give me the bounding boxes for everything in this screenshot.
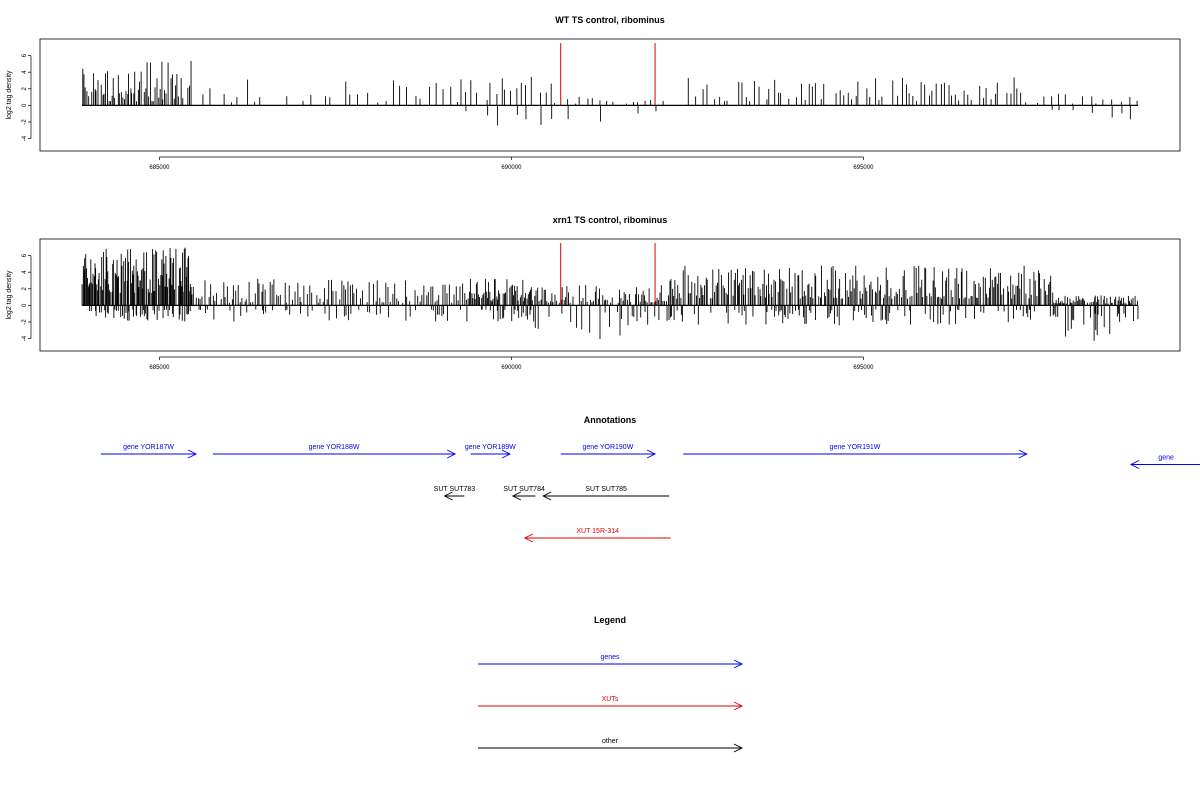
annotation-gene-label: gene YOR188W bbox=[309, 444, 360, 451]
annotation-xut: XUT 15R-314 bbox=[523, 528, 671, 543]
annotation-gene-arrowhead bbox=[1129, 460, 1140, 469]
annotation-gene-arrowhead bbox=[646, 449, 657, 459]
wt-x-tick-label: 685000 bbox=[149, 165, 170, 171]
wt-y-tick-label: -2 bbox=[22, 119, 28, 125]
annotation-gene-arrowhead bbox=[1018, 449, 1028, 459]
xrn1-boundary-markers bbox=[560, 243, 656, 306]
wt-track-title: WT TS control, ribominus bbox=[555, 15, 665, 25]
annotation-gene: gene YOR190W bbox=[560, 444, 657, 459]
xrn1-y-tick-label: 2 bbox=[22, 286, 28, 290]
wt-y-tick-label: 0 bbox=[22, 103, 28, 107]
annotation-gene: gene YOR191W bbox=[683, 444, 1028, 459]
wt-plot-frame bbox=[39, 38, 1181, 152]
annotation-gene-label: gene YOR190W bbox=[582, 444, 633, 451]
xrn1-density-bars bbox=[81, 247, 1139, 341]
annotation-items: gene YOR187W gene YOR188W gene YOR189W gene… bbox=[101, 444, 1200, 543]
annotation-other-label: SUT SUT785 bbox=[585, 486, 627, 493]
annotation-gene-label: gene YOR187W bbox=[123, 444, 174, 451]
xrn1-y-tick-label: 6 bbox=[22, 253, 28, 257]
wt-x-axis: 685000 690000 695000 bbox=[149, 156, 874, 171]
legend-item-other-label: other bbox=[602, 738, 619, 745]
xrn1-y-axis-label: log2 tag density bbox=[6, 270, 13, 320]
annotation-gene-label: gene YOR191W bbox=[830, 444, 881, 451]
legend-panel: Legend genes XUTs other bbox=[478, 615, 744, 753]
xrn1-x-tick-label: 695000 bbox=[853, 365, 874, 371]
xrn1-x-axis: 685000 690000 695000 bbox=[149, 356, 874, 371]
wt-y-tick-label: 2 bbox=[22, 86, 28, 90]
wt-x-tick-label: 690000 bbox=[501, 165, 522, 171]
wt-boundary-markers bbox=[560, 43, 656, 106]
wt-y-tick-label: 4 bbox=[22, 70, 28, 74]
xrn1-y-axis: -4 -2 0 2 4 6 bbox=[22, 253, 32, 341]
legend-title: Legend bbox=[594, 615, 626, 625]
annotation-gene: gene YOR188W bbox=[212, 444, 457, 459]
annotation-other-arrowhead bbox=[511, 491, 522, 501]
annotation-xut-label: XUT 15R-314 bbox=[576, 528, 619, 535]
legend-item-xut-label: XUTs bbox=[602, 696, 619, 703]
annotation-gene-label: gene YOR189W bbox=[465, 444, 516, 451]
annotation-other: SUT SUT785 bbox=[542, 486, 670, 501]
legend-item-gene-arrowhead bbox=[733, 659, 744, 669]
annotation-gene: gene YOR189W bbox=[465, 444, 516, 459]
annotation-xut-arrowhead bbox=[523, 533, 534, 543]
annotation-gene-label: gene bbox=[1158, 455, 1174, 462]
xrn1-x-tick-label: 690000 bbox=[501, 365, 522, 371]
legend-item-gene: genes bbox=[478, 654, 744, 669]
xrn1-y-tick-label: -4 bbox=[22, 335, 28, 341]
annotation-other: SUT SUT783 bbox=[434, 486, 476, 501]
legend-item-other-arrowhead bbox=[733, 743, 744, 753]
annotation-gene: gene YOR187W bbox=[101, 444, 198, 459]
legend-items: genes XUTs other bbox=[478, 654, 744, 753]
annotation-other-label: SUT SUT783 bbox=[434, 486, 476, 493]
xrn1-x-tick-label: 685000 bbox=[149, 365, 170, 371]
legend-item-gene-label: genes bbox=[600, 654, 620, 661]
xrn1-track-title: xrn1 TS control, ribominus bbox=[553, 215, 668, 225]
annotation-gene: gene bbox=[1129, 455, 1200, 469]
xrn1-track-panel: xrn1 TS control, ribominus log2 tag dens… bbox=[6, 215, 1181, 371]
wt-density-bars bbox=[82, 61, 1138, 126]
annotation-gene-arrowhead bbox=[501, 449, 512, 459]
wt-x-tick-label: 695000 bbox=[853, 165, 874, 171]
annotation-gene-arrowhead bbox=[187, 449, 198, 459]
xrn1-y-tick-label: -2 bbox=[22, 319, 28, 325]
annotation-gene-arrowhead bbox=[446, 449, 457, 459]
legend-item-other: other bbox=[478, 738, 744, 753]
xrn1-y-tick-label: 4 bbox=[22, 270, 28, 274]
annotations-title: Annotations bbox=[584, 415, 637, 425]
annotation-other-arrowhead bbox=[443, 491, 453, 501]
legend-item-xut-arrowhead bbox=[733, 701, 744, 711]
wt-y-tick-label: 6 bbox=[22, 53, 28, 57]
xrn1-y-tick-label: 0 bbox=[22, 303, 28, 307]
xrn1-plot-frame bbox=[39, 238, 1181, 352]
wt-y-axis-label: log2 tag density bbox=[6, 70, 13, 120]
annotation-other-arrowhead bbox=[542, 491, 552, 501]
wt-y-axis: -4 -2 0 2 4 6 bbox=[22, 53, 32, 141]
annotation-other: SUT SUT784 bbox=[503, 486, 545, 501]
wt-track-panel: WT TS control, ribominus log2 tag densit… bbox=[6, 15, 1181, 171]
legend-item-xut: XUTs bbox=[478, 696, 744, 711]
annotation-other-label: SUT SUT784 bbox=[503, 486, 545, 493]
annotations-panel: Annotations gene YOR187W gene YOR188W gene… bbox=[101, 415, 1200, 543]
wt-y-tick-label: -4 bbox=[22, 135, 28, 141]
